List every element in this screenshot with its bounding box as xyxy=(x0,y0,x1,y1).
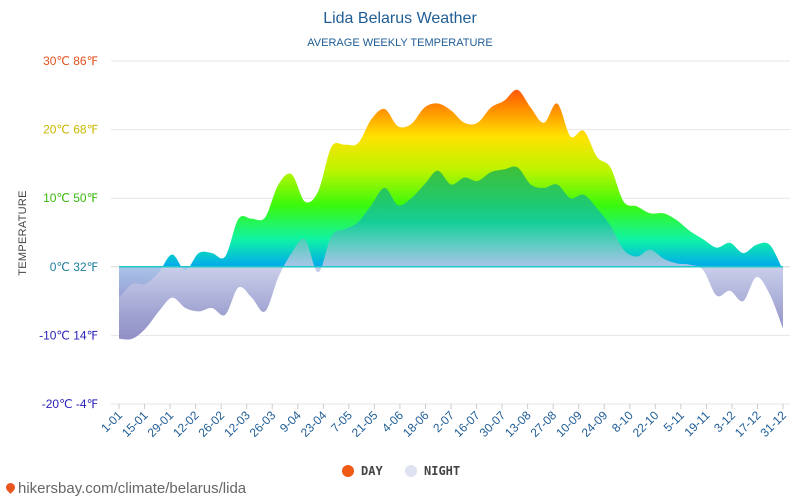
legend: DAY NIGHT xyxy=(342,464,460,478)
legend-label-day: DAY xyxy=(361,464,383,478)
y-axis-title: TEMPERATURE xyxy=(17,190,29,276)
legend-label-night: NIGHT xyxy=(424,464,460,478)
x-tick-label: 19-11 xyxy=(682,408,713,439)
x-tick-label: 22-10 xyxy=(630,408,662,440)
x-tick-label: 27-08 xyxy=(528,408,560,440)
y-tick-label: 0℃ 32℉ xyxy=(50,260,98,274)
x-tick-label: 12-03 xyxy=(221,408,253,440)
x-tick-labels: 1-0115-0129-0112-0226-0212-0326-039-0423… xyxy=(98,404,789,440)
x-tick-label: 23-04 xyxy=(298,408,330,440)
x-tick-label: 30-07 xyxy=(477,408,509,440)
legend-swatch-night xyxy=(405,465,417,477)
y-tick-label: 20℃ 68℉ xyxy=(43,123,98,137)
y-tick-label: 30℃ 86℉ xyxy=(43,54,98,68)
x-tick-label: 31-12 xyxy=(758,408,790,440)
series-areas xyxy=(119,89,783,340)
night-temperature-area xyxy=(119,166,783,340)
x-tick-label: 15-01 xyxy=(119,408,151,440)
y-tick-label: -20℃ -4℉ xyxy=(42,397,98,411)
legend-swatch-day xyxy=(342,465,354,477)
x-tick-label: 18-06 xyxy=(400,408,432,440)
x-tick-label: 29-01 xyxy=(145,408,177,440)
x-tick-label: 17-12 xyxy=(732,408,764,440)
x-tick-label: 26-02 xyxy=(196,408,228,440)
x-tick-label: 10-09 xyxy=(553,408,585,440)
legend-item-day[interactable]: DAY xyxy=(342,464,383,478)
x-tick-label: 26-03 xyxy=(247,408,279,440)
y-tick-label: 10℃ 50℉ xyxy=(43,191,98,205)
x-tick-label: 24-09 xyxy=(579,408,611,440)
legend-item-night[interactable]: NIGHT xyxy=(405,464,460,478)
x-tick-label: 12-02 xyxy=(170,408,202,440)
source-credit[interactable]: hikersbay.com/climate/belarus/lida xyxy=(4,480,246,497)
chart-subtitle: AVERAGE WEEKLY TEMPERATURE xyxy=(307,37,492,49)
y-tick-labels: 30℃ 86℉ 20℃ 68℉ 10℃ 50℉ 0℃ 32℉ -10℃ 14℉ -20℃ … xyxy=(39,54,98,411)
x-tick-label: 16-07 xyxy=(451,408,483,440)
chart-title: Lida Belarus Weather xyxy=(323,10,477,27)
y-tick-label: -10℃ 14℉ xyxy=(39,328,98,342)
x-tick-label: 13-08 xyxy=(502,408,534,440)
x-tick-label: 21-05 xyxy=(349,408,381,440)
location-pin-icon xyxy=(4,481,17,494)
